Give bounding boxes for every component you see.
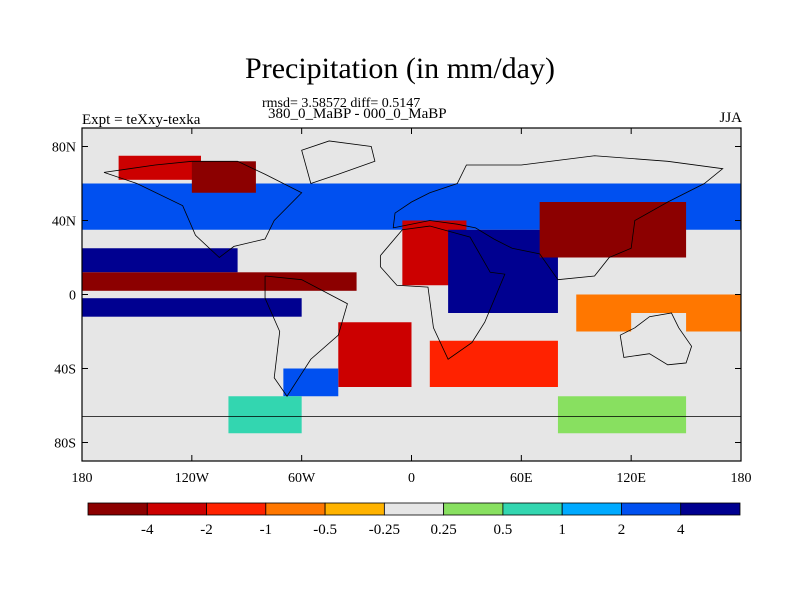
y-tick-label: 80S bbox=[54, 437, 76, 452]
colorbar-swatch bbox=[680, 502, 741, 516]
colorbar-label: 2 bbox=[618, 522, 626, 538]
colorbar-label: 1 bbox=[558, 522, 566, 538]
map-region bbox=[283, 368, 339, 397]
coastline bbox=[392, 155, 724, 281]
y-tick-label: 40N bbox=[52, 215, 76, 230]
colorbar-swatch bbox=[561, 502, 622, 516]
map-title: Precipitation (in mm/day) bbox=[245, 52, 555, 85]
colorbar-swatch bbox=[87, 502, 148, 516]
right-string: JJA bbox=[719, 110, 742, 126]
colorbar-swatch bbox=[502, 502, 563, 516]
coastline bbox=[379, 225, 506, 360]
colorbar-label: -1 bbox=[260, 522, 273, 538]
colorbar-label: -0.5 bbox=[313, 522, 337, 538]
map-region bbox=[82, 248, 238, 273]
colorbar-swatch bbox=[443, 502, 504, 516]
colorbar-label: -4 bbox=[141, 522, 154, 538]
map-region bbox=[118, 155, 201, 180]
x-tick-label: 60E bbox=[510, 471, 533, 486]
colorbar-swatch bbox=[265, 502, 326, 516]
map-region bbox=[191, 161, 256, 193]
y-tick-label: 0 bbox=[69, 289, 76, 304]
map-region bbox=[557, 396, 687, 434]
x-tick-label: 180 bbox=[72, 471, 93, 486]
colorbar-swatch bbox=[621, 502, 682, 516]
stats-text: rmsd= 3.58572 diff= 0.5147 bbox=[262, 96, 421, 111]
x-tick-label: 0 bbox=[408, 471, 415, 486]
colorbar-swatch bbox=[146, 502, 207, 516]
left-string: Expt = teXxy-texka bbox=[82, 112, 201, 128]
map-region bbox=[82, 298, 302, 317]
colorbar-label: 4 bbox=[677, 522, 685, 538]
map-region bbox=[429, 340, 558, 387]
x-tick-label: 180 bbox=[731, 471, 752, 486]
map-region bbox=[631, 313, 687, 360]
coastline bbox=[301, 140, 376, 184]
colorbar-label: 0.25 bbox=[431, 522, 457, 538]
center-subtitle: 380_0_MaBP - 000_0_MaBP bbox=[268, 106, 447, 122]
coastline bbox=[619, 312, 693, 366]
map-region bbox=[228, 396, 302, 434]
x-tick-label: 120W bbox=[175, 471, 210, 486]
coastline bbox=[103, 160, 303, 259]
map-region bbox=[539, 202, 687, 258]
map-region bbox=[338, 322, 412, 387]
colorbar-label: 0.5 bbox=[494, 522, 513, 538]
x-tick-label: 60W bbox=[288, 471, 316, 486]
colorbar-label: -2 bbox=[200, 522, 213, 538]
x-tick-label: 120E bbox=[616, 471, 646, 486]
colorbar-swatch bbox=[324, 502, 385, 516]
y-tick-label: 40S bbox=[54, 363, 76, 378]
map-region bbox=[91, 340, 156, 369]
coastline bbox=[264, 275, 348, 397]
colorbar-swatch bbox=[383, 502, 445, 516]
colorbar-swatch bbox=[206, 502, 267, 516]
y-tick-label: 80N bbox=[52, 141, 76, 156]
colorbar-label: -0.25 bbox=[369, 522, 400, 538]
map-region bbox=[82, 272, 357, 291]
